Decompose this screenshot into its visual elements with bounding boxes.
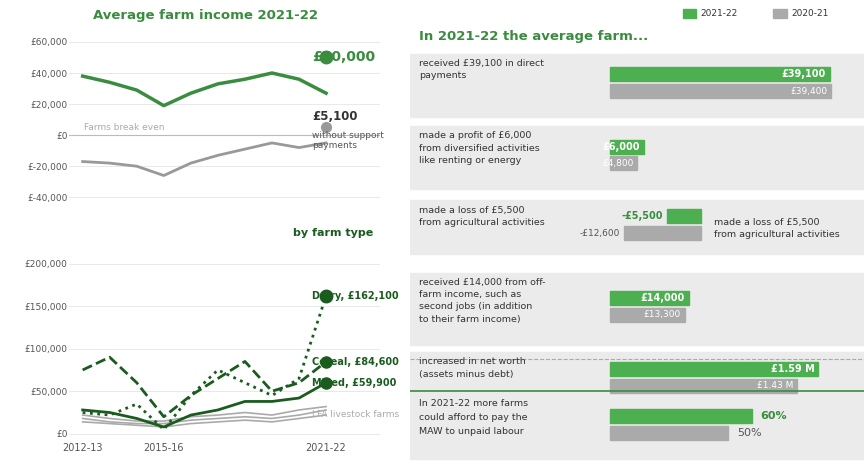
- Bar: [410, 54, 864, 116]
- Bar: [410, 394, 864, 459]
- Text: Dairy, £162,100: Dairy, £162,100: [312, 291, 398, 301]
- Text: In 2021-22 the average farm...: In 2021-22 the average farm...: [419, 30, 649, 43]
- Text: 60%: 60%: [760, 411, 787, 421]
- Text: £14,000: £14,000: [641, 293, 685, 303]
- Bar: [610, 379, 797, 393]
- Text: 2020-21: 2020-21: [791, 9, 829, 18]
- Text: from agricultural activities: from agricultural activities: [715, 230, 840, 239]
- Text: 2021-22: 2021-22: [701, 9, 738, 18]
- Text: without support
payments: without support payments: [312, 131, 384, 151]
- Bar: [610, 308, 684, 322]
- Text: £50,000: £50,000: [312, 50, 375, 64]
- Text: made a loss of £5,500: made a loss of £5,500: [419, 206, 525, 215]
- Text: to their farm income): to their farm income): [419, 315, 521, 323]
- Bar: [410, 200, 864, 254]
- Text: by farm type: by farm type: [293, 228, 373, 239]
- Bar: [773, 9, 787, 18]
- Text: MAW to unpaid labour: MAW to unpaid labour: [419, 427, 524, 436]
- Bar: [610, 84, 831, 98]
- Bar: [610, 362, 818, 376]
- Title: Average farm income 2021-22: Average farm income 2021-22: [93, 9, 319, 22]
- Text: -£12,600: -£12,600: [580, 229, 620, 238]
- Text: £5,100: £5,100: [312, 110, 358, 123]
- Text: like renting or energy: like renting or energy: [419, 156, 522, 164]
- Bar: [610, 409, 752, 423]
- Text: LFA livestock farms: LFA livestock farms: [312, 410, 399, 419]
- Text: Mixed, £59,900: Mixed, £59,900: [312, 378, 397, 388]
- Text: could afford to pay the: could afford to pay the: [419, 413, 528, 422]
- Bar: [410, 352, 864, 408]
- Bar: [610, 426, 727, 440]
- Bar: [683, 9, 696, 18]
- Text: farm income, such as: farm income, such as: [419, 290, 522, 299]
- Bar: [625, 226, 701, 240]
- Bar: [610, 157, 637, 171]
- Text: increased in net worth: increased in net worth: [419, 357, 526, 366]
- Text: payments: payments: [419, 71, 467, 80]
- Text: Cereal, £84,600: Cereal, £84,600: [312, 357, 399, 367]
- Text: received £14,000 from off-: received £14,000 from off-: [419, 278, 546, 287]
- Text: from diversified activities: from diversified activities: [419, 144, 540, 152]
- Bar: [410, 126, 864, 189]
- Bar: [610, 140, 644, 154]
- Text: (assets minus debt): (assets minus debt): [419, 370, 514, 378]
- Text: £4,800: £4,800: [602, 159, 633, 168]
- Text: £1.59 M: £1.59 M: [771, 364, 815, 374]
- Text: from agricultural activities: from agricultural activities: [419, 218, 545, 227]
- Bar: [668, 210, 701, 224]
- Text: second jobs (in addition: second jobs (in addition: [419, 302, 533, 311]
- Text: £13,300: £13,300: [644, 310, 681, 319]
- Bar: [610, 291, 689, 305]
- Text: In 2021-22 more farms: In 2021-22 more farms: [419, 399, 529, 408]
- Bar: [610, 67, 829, 81]
- Text: Farms break even: Farms break even: [84, 123, 164, 132]
- Text: £39,100: £39,100: [782, 69, 826, 79]
- Text: received £39,100 in direct: received £39,100 in direct: [419, 59, 544, 68]
- Text: £39,400: £39,400: [791, 87, 828, 96]
- Text: £6,000: £6,000: [602, 142, 640, 151]
- Text: 50%: 50%: [737, 428, 762, 439]
- Bar: [410, 273, 864, 345]
- Text: -£5,500: -£5,500: [621, 212, 663, 221]
- Text: made a profit of £6,000: made a profit of £6,000: [419, 131, 532, 140]
- Text: £1.43 M: £1.43 M: [758, 381, 794, 391]
- Text: made a loss of £5,500: made a loss of £5,500: [715, 218, 820, 227]
